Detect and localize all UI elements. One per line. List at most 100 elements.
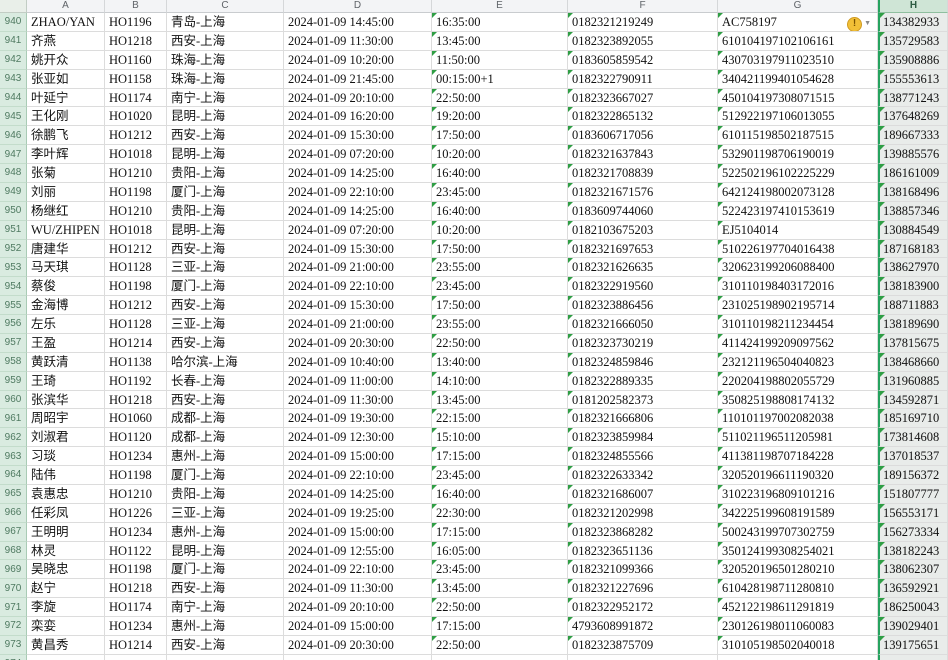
row-header[interactable]: 969	[0, 560, 27, 580]
cell-id-no[interactable]	[718, 654, 878, 660]
cell-departure[interactable]: 2024-01-09 22:10:00	[284, 182, 432, 202]
cell-ticket-no[interactable]: 0182321666806	[568, 409, 718, 429]
cell-ticket-no[interactable]: 0182322889335	[568, 371, 718, 391]
cell-ticket-no[interactable]: 0182321626635	[568, 258, 718, 278]
row-header[interactable]: 944	[0, 88, 27, 108]
cell-passenger-name[interactable]: WU/ZHIPEN	[27, 220, 105, 240]
cell-arrival[interactable]: 23:45:00	[432, 466, 568, 485]
cell-departure[interactable]: 2024-01-09 07:20:00	[284, 220, 432, 240]
cell-departure[interactable]: 2024-01-09 16:20:00	[284, 107, 432, 127]
cell-phone[interactable]: 139885576	[878, 145, 948, 164]
cell-flight-no[interactable]: HO1018	[105, 145, 167, 164]
cell-passenger-name[interactable]: 徐鹏飞	[27, 126, 105, 146]
cell-arrival[interactable]: 22:50:00	[432, 333, 568, 353]
cell-id-no[interactable]: 232121196504040823	[718, 352, 878, 372]
cell-arrival[interactable]: 22:15:00	[432, 409, 568, 429]
cell-passenger-name[interactable]: 王化刚	[27, 107, 105, 127]
cell-id-no[interactable]: 350124199308254021	[718, 541, 878, 561]
cell-passenger-name[interactable]: 金海博	[27, 296, 105, 315]
cell-flight-no[interactable]: HO1160	[105, 50, 167, 70]
cell-passenger-name[interactable]: 李叶辉	[27, 145, 105, 164]
cell-departure[interactable]: 2024-01-09 10:40:00	[284, 352, 432, 372]
error-dropdown-icon[interactable]: ▼	[864, 20, 871, 27]
cell-arrival[interactable]: 23:45:00	[432, 560, 568, 580]
cell-arrival[interactable]: 10:20:00	[432, 220, 568, 240]
cell-route[interactable]	[167, 654, 284, 660]
cell-route[interactable]: 三亚-上海	[167, 258, 284, 278]
cell-departure[interactable]: 2024-01-09 11:30:00	[284, 31, 432, 51]
cell-passenger-name[interactable]: 张滨华	[27, 390, 105, 410]
cell-departure[interactable]: 2024-01-09 14:25:00	[284, 484, 432, 504]
cell-id-no[interactable]: 522502196102225229	[718, 164, 878, 183]
cell-id-no[interactable]: 342225199608191589	[718, 503, 878, 523]
cell-passenger-name[interactable]: 齐燕	[27, 31, 105, 51]
cell-passenger-name[interactable]: 张亚如	[27, 69, 105, 89]
cell-route[interactable]: 西安-上海	[167, 579, 284, 599]
cell-flight-no[interactable]: HO1214	[105, 333, 167, 353]
cell-phone[interactable]: 173814608	[878, 428, 948, 448]
cell-id-no[interactable]: 411381198707184228	[718, 447, 878, 466]
row-header[interactable]: 966	[0, 503, 27, 523]
column-header-e[interactable]: E	[432, 0, 568, 13]
select-all-corner[interactable]	[0, 0, 27, 13]
cell-route[interactable]: 贵阳-上海	[167, 484, 284, 504]
cell-route[interactable]: 西安-上海	[167, 239, 284, 259]
cell-passenger-name[interactable]: 左乐	[27, 315, 105, 334]
cell-phone[interactable]: 138168496	[878, 182, 948, 202]
cell-id-no[interactable]: 310223196809101216	[718, 484, 878, 504]
cell-ticket-no[interactable]: 0183609744060	[568, 201, 718, 221]
cell-flight-no[interactable]: HO1138	[105, 352, 167, 372]
cell-departure[interactable]: 2024-01-09 21:00:00	[284, 315, 432, 334]
cell-id-no[interactable]: 411424199209097562	[718, 333, 878, 353]
cell-phone[interactable]: 155553613	[878, 69, 948, 89]
cell-departure[interactable]: 2024-01-09 22:10:00	[284, 466, 432, 485]
row-header[interactable]: 949	[0, 182, 27, 202]
cell-flight-no[interactable]: HO1210	[105, 201, 167, 221]
row-header[interactable]: 955	[0, 296, 27, 315]
cell-departure[interactable]: 2024-01-09 15:30:00	[284, 296, 432, 315]
cell-arrival[interactable]: 22:50:00	[432, 635, 568, 655]
cell-arrival[interactable]: 23:55:00	[432, 258, 568, 278]
cell-departure[interactable]: 2024-01-09 20:30:00	[284, 333, 432, 353]
cell-flight-no[interactable]: HO1174	[105, 598, 167, 617]
cell-phone[interactable]: 139175651	[878, 635, 948, 655]
cell-arrival[interactable]: 16:05:00	[432, 541, 568, 561]
cell-ticket-no[interactable]: 0182321202998	[568, 503, 718, 523]
cell-arrival[interactable]: 22:30:00	[432, 503, 568, 523]
cell-phone[interactable]: 185169710	[878, 409, 948, 429]
cell-passenger-name[interactable]: 周昭宇	[27, 409, 105, 429]
cell-arrival[interactable]: 15:10:00	[432, 428, 568, 448]
cell-passenger-name[interactable]: 黄昌秀	[27, 635, 105, 655]
cell-arrival[interactable]: 19:20:00	[432, 107, 568, 127]
cell-flight-no[interactable]: HO1234	[105, 447, 167, 466]
cell-ticket-no[interactable]: 0182321099366	[568, 560, 718, 580]
row-header[interactable]: 957	[0, 333, 27, 353]
cell-phone[interactable]: 138189690	[878, 315, 948, 334]
row-header[interactable]: 967	[0, 522, 27, 542]
cell-passenger-name[interactable]: 马天琪	[27, 258, 105, 278]
cell-flight-no[interactable]: HO1210	[105, 164, 167, 183]
cell-ticket-no[interactable]: 0182323730219	[568, 333, 718, 353]
cell-route[interactable]: 贵阳-上海	[167, 201, 284, 221]
cell-id-no[interactable]: 512922197106013055	[718, 107, 878, 127]
row-header[interactable]: 942	[0, 50, 27, 70]
cell-phone[interactable]: 138183900	[878, 277, 948, 297]
cell-route[interactable]: 西安-上海	[167, 390, 284, 410]
cell-phone[interactable]: 151807777	[878, 484, 948, 504]
cell-departure[interactable]: 2024-01-09 20:10:00	[284, 88, 432, 108]
cell-id-no[interactable]: 320623199206088400	[718, 258, 878, 278]
cell-flight-no[interactable]: HO1198	[105, 182, 167, 202]
cell-departure[interactable]: 2024-01-09 21:45:00	[284, 69, 432, 89]
cell-departure[interactable]: 2024-01-09 15:00:00	[284, 447, 432, 466]
cell-arrival[interactable]: 13:45:00	[432, 390, 568, 410]
cell-departure[interactable]: 2024-01-09 14:25:00	[284, 201, 432, 221]
row-header[interactable]: 950	[0, 201, 27, 221]
cell-flight-no[interactable]: HO1198	[105, 466, 167, 485]
cell-passenger-name[interactable]: 唐建华	[27, 239, 105, 259]
cell-arrival[interactable]: 17:50:00	[432, 239, 568, 259]
cell-flight-no[interactable]: HO1234	[105, 522, 167, 542]
cell-passenger-name[interactable]: 袁惠忠	[27, 484, 105, 504]
cell-route[interactable]: 长春-上海	[167, 371, 284, 391]
row-header[interactable]: 945	[0, 107, 27, 127]
cell-flight-no[interactable]: HO1198	[105, 277, 167, 297]
